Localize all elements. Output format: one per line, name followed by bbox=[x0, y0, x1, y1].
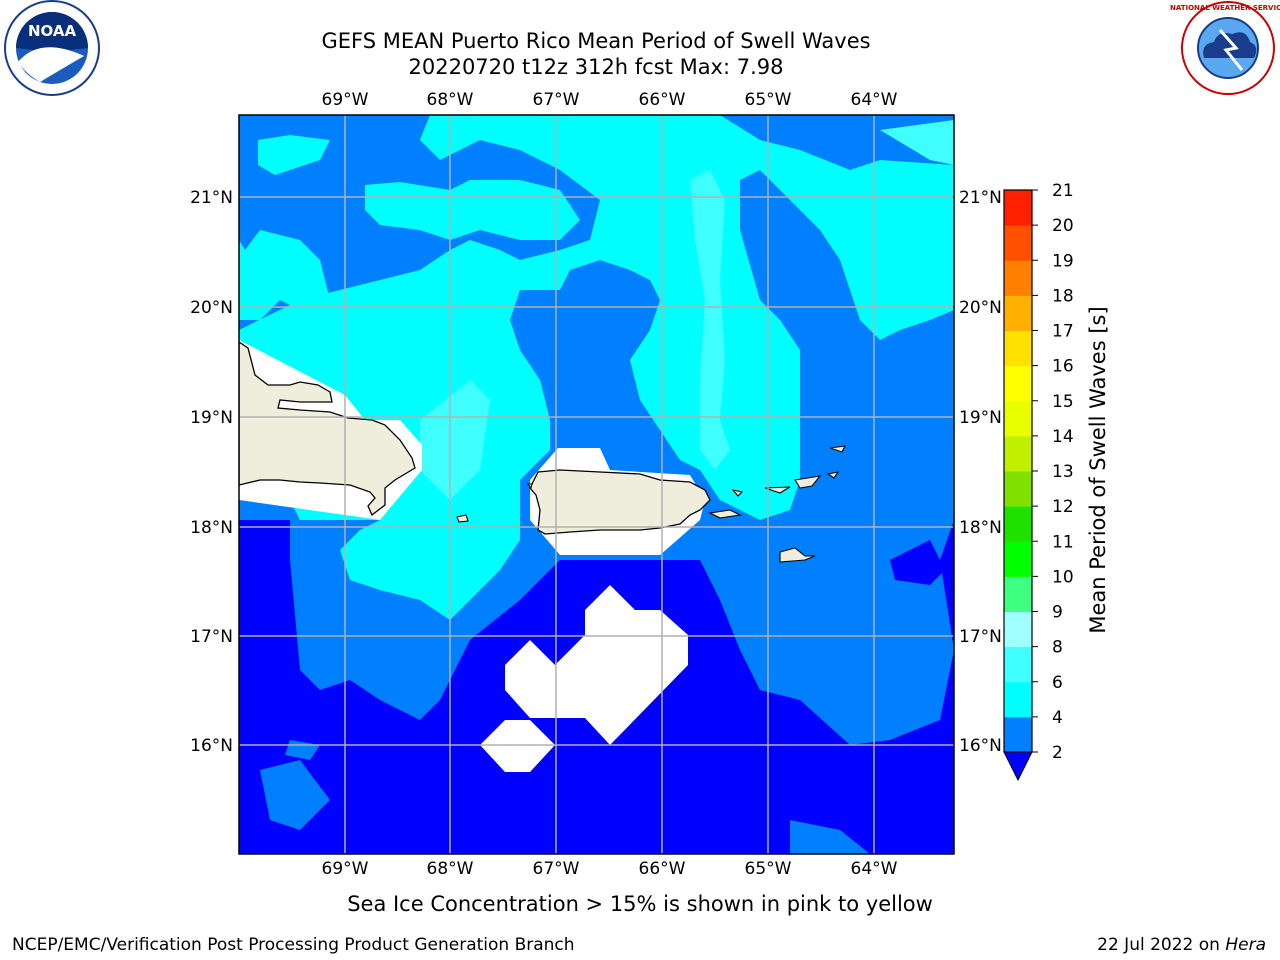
colorbar-tick-label: 15 bbox=[1052, 392, 1074, 412]
lon-label-top: 69°W bbox=[322, 90, 369, 110]
noaa-logo: NOAA bbox=[4, 0, 100, 96]
colorbar-tick-label: 19 bbox=[1052, 251, 1074, 271]
colorbar-tick-label: 11 bbox=[1052, 532, 1074, 552]
footer-branch: NCEP/EMC/Verification Post Processing Pr… bbox=[12, 935, 575, 955]
colorbar-label: Mean Period of Swell Waves [s] bbox=[1086, 306, 1110, 633]
colorbar-tick-label: 6 bbox=[1052, 673, 1063, 693]
chart-title-line2: 20220720 t12z 312h fcst Max: 7.98 bbox=[409, 55, 784, 79]
lon-label-top: 68°W bbox=[427, 90, 474, 110]
no-data-region bbox=[480, 720, 555, 772]
lat-label-left: 18°N bbox=[190, 518, 233, 538]
lat-label-left: 17°N bbox=[190, 627, 233, 647]
land-puerto-rico bbox=[529, 469, 711, 535]
colorbar-tick-label: 17 bbox=[1052, 322, 1074, 342]
lat-label-right: 17°N bbox=[959, 627, 1002, 647]
lat-label-right: 20°N bbox=[959, 298, 1002, 318]
ocean-4-6-region bbox=[260, 760, 330, 830]
colorbar-tick-label: 14 bbox=[1052, 427, 1074, 447]
colorbar-swatch bbox=[1004, 681, 1032, 718]
footer-date: 22 Jul 2022 on Hera bbox=[1097, 935, 1266, 955]
colorbar-swatch bbox=[1004, 330, 1032, 367]
land-anguilla bbox=[829, 445, 846, 453]
lon-label-top: 65°W bbox=[745, 90, 792, 110]
lat-label-left: 16°N bbox=[190, 736, 233, 756]
footer-date-text: 22 Jul 2022 on bbox=[1097, 935, 1225, 955]
colorbar-swatch bbox=[1004, 646, 1032, 683]
map-frame bbox=[238, 114, 955, 855]
footer-host: Hera bbox=[1225, 935, 1266, 955]
colorbar-swatch bbox=[1004, 576, 1032, 612]
lon-label-top: 67°W bbox=[533, 90, 580, 110]
nws-logo-text: NATIONAL WEATHER SERVICE bbox=[1170, 4, 1280, 12]
lon-label-top: 64°W bbox=[851, 90, 898, 110]
colorbar-swatch bbox=[1004, 435, 1032, 472]
colorbar-tick-label: 18 bbox=[1052, 286, 1074, 306]
colorbar: 2 4 6 8 9 10 11 12 13 14 15 16 17 18 19 20 21 bbox=[1003, 181, 1074, 782]
swell-period-map bbox=[239, 115, 954, 854]
colorbar-tick-label: 12 bbox=[1052, 497, 1074, 517]
lat-label-left: 20°N bbox=[190, 298, 233, 318]
colorbar-swatch bbox=[1004, 716, 1032, 753]
nws-logo: NATIONAL WEATHER SERVICE bbox=[1170, 1, 1280, 95]
colorbar-tick-label: 8 bbox=[1052, 638, 1063, 658]
land-st-martin bbox=[826, 471, 840, 479]
map-grid bbox=[239, 115, 954, 854]
colorbar-swatch bbox=[1004, 541, 1032, 577]
lon-label-bottom: 68°W bbox=[427, 859, 474, 879]
colorbar-tick-label: 4 bbox=[1052, 708, 1063, 728]
ocean-8-9-region bbox=[880, 120, 954, 165]
chart-title-line1: GEFS MEAN Puerto Rico Mean Period of Swe… bbox=[321, 29, 870, 53]
colorbar-tick-label: 20 bbox=[1052, 216, 1074, 236]
ocean-6-8-region bbox=[239, 230, 330, 320]
colorbar-swatch bbox=[1004, 190, 1032, 226]
land-mona bbox=[456, 514, 469, 523]
ocean-8-9-region bbox=[420, 380, 490, 500]
land-virgin-islands bbox=[764, 486, 791, 494]
noaa-logo-text: NOAA bbox=[28, 22, 77, 40]
lon-label-bottom: 64°W bbox=[851, 859, 898, 879]
ocean-4-6-region bbox=[790, 820, 870, 854]
lat-label-right: 18°N bbox=[959, 518, 1002, 538]
no-data-region bbox=[505, 585, 688, 745]
lon-label-top: 66°W bbox=[639, 90, 686, 110]
colorbar-swatch bbox=[1004, 295, 1032, 331]
lat-label-left: 21°N bbox=[190, 188, 233, 208]
ocean-8-9-region bbox=[690, 170, 730, 470]
lat-label-right: 21°N bbox=[959, 188, 1002, 208]
land-hispaniola bbox=[239, 341, 416, 517]
ocean-6-8-region bbox=[365, 180, 580, 240]
lat-label-left: 19°N bbox=[190, 408, 233, 428]
lon-label-bottom: 66°W bbox=[639, 859, 686, 879]
ocean-6-8-region bbox=[239, 115, 954, 620]
colorbar-swatch bbox=[1004, 400, 1032, 437]
ocean-2-4-region bbox=[890, 540, 945, 585]
colorbar-under-extension bbox=[1003, 751, 1033, 782]
lat-label-right: 16°N bbox=[959, 736, 1002, 756]
colorbar-swatch bbox=[1004, 506, 1032, 542]
lon-label-bottom: 69°W bbox=[322, 859, 369, 879]
colorbar-tick-label: 21 bbox=[1052, 181, 1074, 201]
land-st-croix bbox=[779, 547, 816, 563]
lat-label-right: 19°N bbox=[959, 408, 1002, 428]
land-virgin-islands bbox=[794, 475, 822, 489]
colorbar-tick-label: 10 bbox=[1052, 567, 1074, 587]
colorbar-tick-label: 2 bbox=[1052, 743, 1063, 763]
ocean-6-8-region bbox=[258, 135, 330, 175]
colorbar-tick-label: 16 bbox=[1052, 357, 1074, 377]
colorbar-tick-label: 9 bbox=[1052, 603, 1063, 623]
colorbar-swatch bbox=[1004, 365, 1032, 402]
colorbar-swatch bbox=[1004, 225, 1032, 261]
colorbar-swatch bbox=[1004, 611, 1032, 648]
lon-label-bottom: 65°W bbox=[745, 859, 792, 879]
colorbar-tick-label: 13 bbox=[1052, 462, 1074, 482]
sea-ice-note: Sea Ice Concentration > 15% is shown in … bbox=[347, 892, 933, 916]
land-virgin-islands bbox=[708, 509, 742, 519]
lon-label-bottom: 67°W bbox=[533, 859, 580, 879]
colorbar-swatch bbox=[1004, 471, 1032, 507]
land-desecheo bbox=[527, 483, 533, 490]
colorbar-swatch bbox=[1004, 260, 1032, 296]
land-virgin-islands bbox=[731, 489, 744, 497]
